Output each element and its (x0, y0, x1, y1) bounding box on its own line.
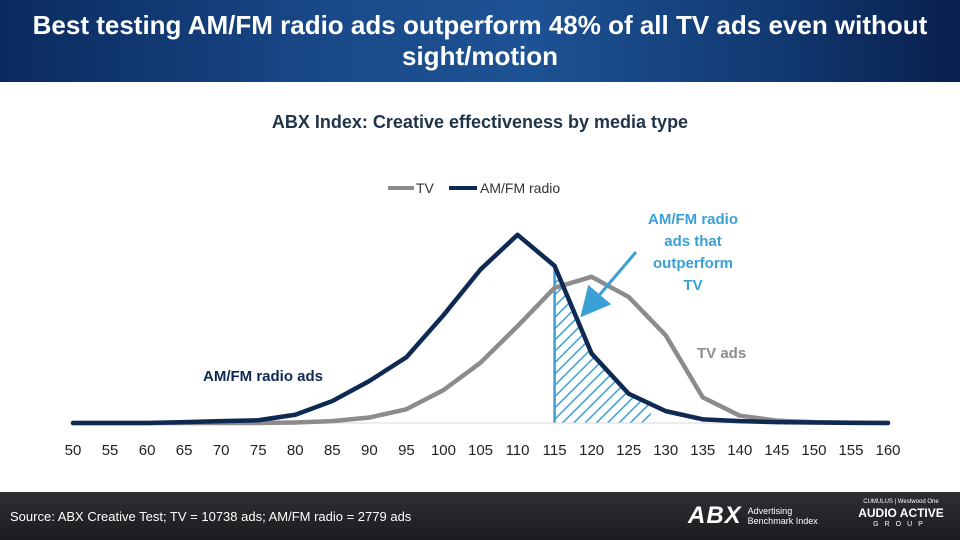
x-tick-label: 125 (616, 442, 641, 459)
legend-label-radio: AM/FM radio (480, 180, 560, 196)
aag-logo-top: CUMULUS | Westwood One (863, 499, 939, 505)
aag-logo-main: AUDIO ACTIVE (858, 506, 944, 520)
abx-logo-subtitle: Advertising Benchmark Index (748, 506, 818, 526)
audio-active-group-logo: CUMULUS | Westwood One AUDIO ACTIVE GROU… (846, 498, 956, 529)
x-tick-label: 110 (506, 442, 530, 459)
x-tick-label: 50 (65, 442, 82, 459)
series-line-tv (70, 274, 891, 426)
x-tick-label: 145 (764, 442, 789, 459)
x-tick-label: 115 (543, 442, 567, 459)
aag-logo-group: GROUP (873, 521, 929, 528)
x-tick-label: 55 (102, 442, 119, 459)
annotation-radio-ads: AM/FM radio ads (203, 368, 323, 385)
footer-bar: Source: ABX Creative Test; TV = 10738 ad… (0, 492, 960, 540)
annotation-arrow (580, 251, 638, 318)
x-tick-label: 150 (801, 442, 826, 459)
x-tick-label: 160 (875, 442, 900, 459)
x-tick-label: 140 (727, 442, 752, 459)
x-tick-label: 65 (176, 442, 193, 459)
x-tick-label: 90 (361, 442, 378, 459)
x-tick-label: 130 (653, 442, 678, 459)
annotation-tv-ads: TV ads (697, 345, 746, 362)
x-tick-label: 105 (468, 442, 493, 459)
x-tick-label: 60 (139, 442, 156, 459)
x-tick-label: 75 (250, 442, 267, 459)
x-tick-label: 100 (431, 442, 456, 459)
annotation-radio-outperform: AM/FM radio ads that outperform TV (648, 211, 738, 294)
abx-logo-line2: Benchmark Index (747, 516, 818, 526)
slide-title: Best testing AM/FM radio ads outperform … (32, 10, 928, 71)
source-note: Source: ABX Creative Test; TV = 10738 ad… (10, 509, 412, 524)
abx-logo-line1: Advertising (747, 506, 793, 516)
abx-logo-mark: ABX (688, 502, 742, 529)
x-tick-label: 70 (213, 442, 230, 459)
chart-title: ABX Index: Creative effectiveness by med… (271, 112, 689, 132)
x-tick-label: 155 (838, 442, 863, 459)
legend-label-tv: TV (416, 180, 435, 196)
legend: TV AM/FM radio (388, 180, 560, 196)
outperform-highlight-area (554, 265, 651, 423)
header-banner: Best testing AM/FM radio ads outperform … (0, 0, 960, 82)
x-tick-label: 85 (324, 442, 341, 459)
x-tick-label: 80 (287, 442, 304, 459)
x-tick-label: 135 (690, 442, 715, 459)
distribution-chart: TV AM/FM radio 50 55 60 65 70 75 80 85 90 95 100 10… (65, 180, 901, 459)
x-tick-label: 120 (579, 442, 604, 459)
series-line-radio (70, 232, 891, 426)
abx-logo: ABX Advertising Benchmark Index (688, 500, 818, 532)
x-tick-label: 95 (398, 442, 415, 459)
